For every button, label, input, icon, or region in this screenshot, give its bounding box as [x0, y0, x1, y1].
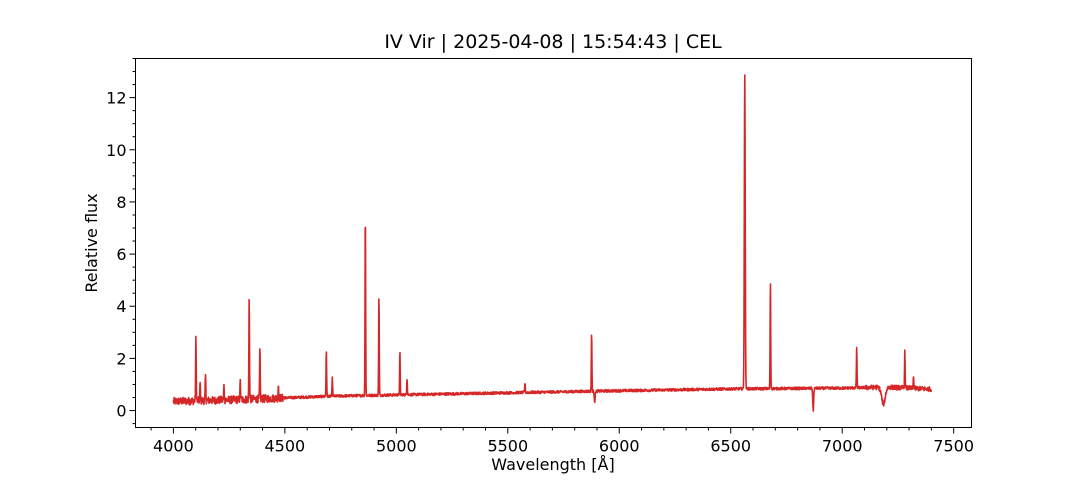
x-tick-label: 5000: [376, 437, 417, 456]
y-tick-label: 0: [116, 402, 126, 421]
plot-frame: [135, 58, 972, 428]
spectrum-line: [172, 74, 933, 412]
x-tick-label: 6000: [599, 437, 640, 456]
x-axis: 4000 4500 5000 5500 6000 6500 7000 7500: [150, 427, 974, 456]
y-axis: 0 2 4 6 8 10 12: [106, 58, 136, 425]
y-tick-label: 10: [106, 141, 126, 160]
chart-title: IV Vir | 2025-04-08 | 15:54:43 | CEL: [384, 31, 722, 53]
y-tick-label: 8: [116, 193, 126, 212]
y-axis-label: Relative flux: [82, 193, 101, 292]
x-axis-label: Wavelength [Å]: [491, 455, 614, 474]
x-tick-label: 4000: [153, 437, 194, 456]
y-tick-label: 4: [116, 297, 126, 316]
y-tick-label: 2: [116, 349, 126, 368]
y-tick-label: 12: [106, 89, 126, 108]
x-tick-label: 6500: [710, 437, 751, 456]
plot-area: [172, 74, 933, 412]
x-tick-label: 7500: [933, 437, 974, 456]
x-tick-label: 7000: [822, 437, 863, 456]
x-tick-label: 4500: [265, 437, 306, 456]
y-tick-label: 6: [116, 245, 126, 264]
x-tick-label: 5500: [487, 437, 528, 456]
